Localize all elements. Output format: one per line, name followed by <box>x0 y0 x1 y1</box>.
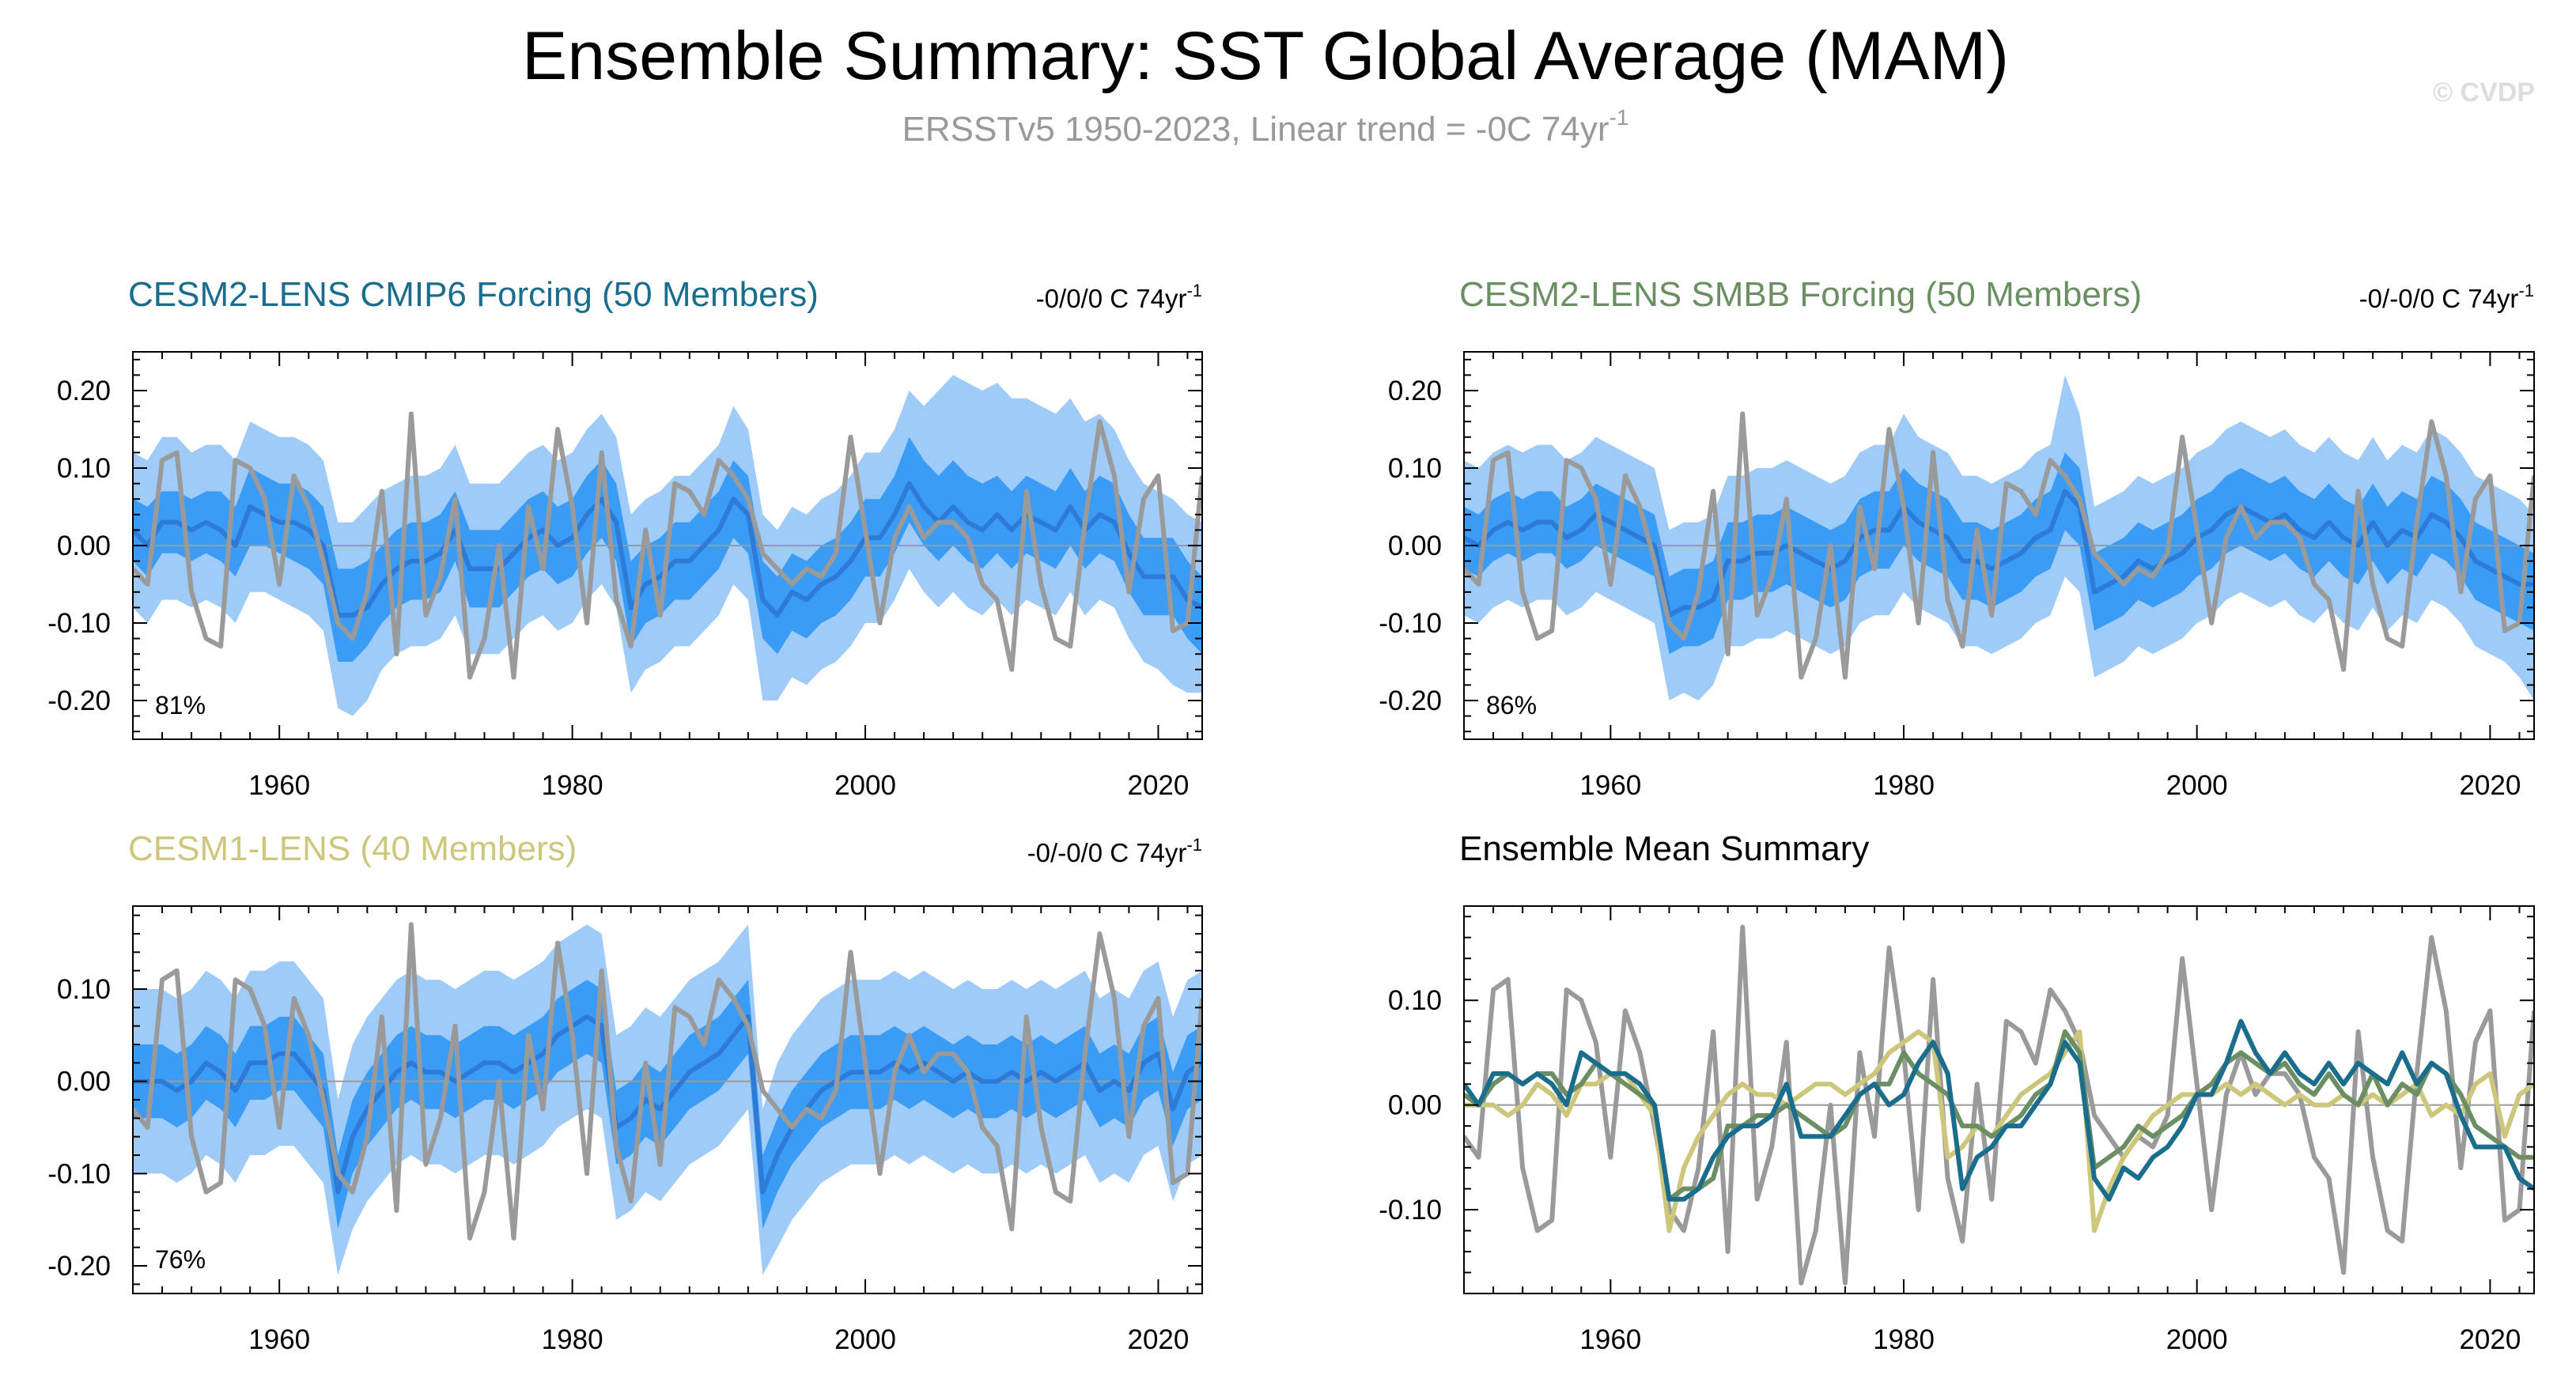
figure-subtitle-text: ERSSTv5 1950-2023, Linear trend = -0C 74… <box>902 110 1610 149</box>
y-tick-label: 0.00 <box>1388 1090 1442 1121</box>
x-tick-label: 1960 <box>1579 770 1641 801</box>
x-tick-label: 1960 <box>248 1324 310 1355</box>
trend-label-text: -0/-0/0 C 74yr <box>1027 838 1187 867</box>
series-line-obs <box>1464 924 2534 1286</box>
percent-label: 86% <box>1486 691 1537 719</box>
observed-line <box>133 411 1202 680</box>
x-tick-label: 1980 <box>1873 770 1935 801</box>
x-tick-label: 1960 <box>1579 1324 1641 1355</box>
x-tick-label: 2020 <box>2459 1324 2521 1355</box>
panels: 1960 1980 2000 2020 0.20 0.10 0.00 -0.10 -0.20 CE… <box>47 275 2535 1355</box>
watermark: © CVDP <box>2433 77 2535 108</box>
trend-label-text: -0/-0/0 C 74yr <box>2359 284 2519 313</box>
plot-frame <box>1463 905 2535 1294</box>
series-line-cmip6 <box>1464 1018 2534 1202</box>
y-tick-label: -0.10 <box>1379 1195 1442 1225</box>
panel-4: 1960 1980 2000 2020 0.10 0.00 -0.10 Ensemble Me… <box>1379 829 2535 1355</box>
panel-3: 1960 1980 2000 2020 0.10 0.00 -0.10 -0.20 CESM1-… <box>47 829 1203 1355</box>
y-tick-label: -0.10 <box>47 608 111 639</box>
panel-2: 1960 1980 2000 2020 0.20 0.10 0.00 -0.10 -0.20 CE… <box>1379 275 2535 801</box>
panel-title: CESM2-LENS CMIP6 Forcing (50 Members) <box>128 275 819 314</box>
figure-title: Ensemble Summary: SST Global Average (MA… <box>522 18 2009 94</box>
x-tick-label: 2000 <box>2166 770 2228 801</box>
y-tick-label: 0.10 <box>1388 453 1442 484</box>
x-tick-label: 2000 <box>834 1324 896 1355</box>
x-tick-label: 1980 <box>542 1324 603 1355</box>
plot-area <box>1464 375 2534 701</box>
figure-subtitle: ERSSTv5 1950-2023, Linear trend = -0C 74… <box>902 105 1629 149</box>
panel-title: CESM2-LENS SMBB Forcing (50 Members) <box>1459 275 2142 314</box>
x-tick-label: 2020 <box>2459 770 2521 801</box>
trend-label: -0/0/0 C 74yr-1 <box>1036 281 1202 313</box>
y-tick-label: 0.00 <box>57 531 111 561</box>
y-tick-label: -0.20 <box>47 685 111 716</box>
y-tick-label: -0.10 <box>47 1158 111 1189</box>
y-tick-label: 0.00 <box>1388 531 1442 561</box>
trend-label: -0/-0/0 C 74yr-1 <box>1027 835 1202 867</box>
figure-subtitle-sup: -1 <box>1610 105 1629 130</box>
x-tick-label: 2000 <box>2166 1324 2228 1355</box>
series-line-smbb <box>1464 1029 2534 1202</box>
x-tick-label: 2020 <box>1128 770 1190 801</box>
y-tick-label: 0.10 <box>1388 985 1442 1016</box>
y-tick-label: 0.20 <box>57 376 111 406</box>
trend-label-sup: -1 <box>1186 835 1202 855</box>
panel-title: CESM1-LENS (40 Members) <box>128 829 577 868</box>
observed-line <box>1464 411 2534 680</box>
x-tick-label: 1980 <box>1873 1324 1935 1355</box>
y-tick-label: 0.00 <box>57 1067 111 1097</box>
y-tick-label: 0.10 <box>57 974 111 1005</box>
plot-area <box>1464 924 2534 1286</box>
percent-label: 81% <box>155 691 206 719</box>
x-tick-label: 2020 <box>1128 1324 1190 1355</box>
y-tick-label: -0.20 <box>47 1251 111 1282</box>
y-tick-label: -0.20 <box>1379 685 1442 716</box>
plot-area <box>133 922 1202 1275</box>
plot-area <box>133 375 1202 716</box>
y-tick-label: 0.20 <box>1388 376 1442 406</box>
panel-title: Ensemble Mean Summary <box>1459 829 1869 868</box>
panel-1: 1960 1980 2000 2020 0.20 0.10 0.00 -0.10 -0.20 CE… <box>47 275 1203 801</box>
observed-line <box>133 922 1202 1241</box>
y-tick-label: 0.10 <box>57 453 111 484</box>
trend-label: -0/-0/0 C 74yr-1 <box>2359 281 2534 313</box>
y-tick-label: -0.10 <box>1379 608 1442 639</box>
trend-label-sup: -1 <box>1186 281 1202 300</box>
trend-label-text: -0/0/0 C 74yr <box>1036 284 1187 313</box>
percent-label: 76% <box>155 1245 206 1274</box>
x-tick-label: 2000 <box>834 770 896 801</box>
x-tick-label: 1980 <box>542 770 603 801</box>
trend-label-sup: -1 <box>2518 281 2534 300</box>
x-tick-label: 1960 <box>248 770 310 801</box>
